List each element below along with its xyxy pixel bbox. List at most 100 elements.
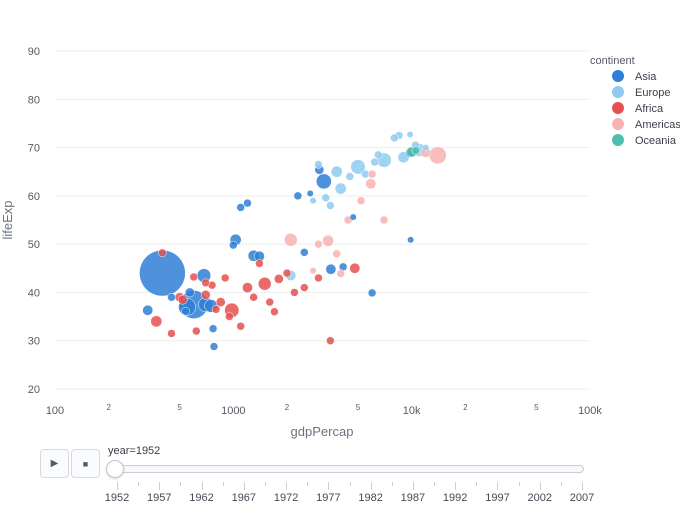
data-point-asia[interactable] (243, 198, 252, 208)
data-point-europe[interactable] (330, 165, 343, 178)
data-point-asia[interactable] (293, 191, 303, 201)
data-point-africa[interactable] (274, 274, 284, 284)
x-minor-tick-label: 5 (534, 403, 539, 412)
slider-tick-label[interactable]: 1952 (104, 492, 130, 504)
data-point-africa[interactable] (349, 262, 361, 274)
data-point-europe[interactable] (309, 197, 317, 205)
slider-minor-tick (180, 482, 182, 486)
data-point-asia[interactable] (181, 307, 190, 316)
data-point-africa[interactable] (200, 289, 211, 300)
data-point-americas[interactable] (356, 196, 366, 205)
data-point-asia[interactable] (306, 189, 314, 197)
data-point-africa[interactable] (242, 282, 253, 293)
slider-minor-tick (434, 482, 436, 486)
data-point-asia[interactable] (208, 324, 218, 333)
data-point-africa[interactable] (192, 326, 201, 336)
slider-tick-label[interactable]: 1962 (189, 492, 214, 504)
data-point-americas[interactable] (314, 239, 323, 249)
data-point-africa[interactable] (150, 315, 163, 328)
data-point-americas[interactable] (367, 169, 377, 179)
data-point-europe[interactable] (334, 182, 347, 195)
data-point-oceania[interactable] (411, 146, 421, 155)
data-point-africa[interactable] (211, 305, 221, 314)
data-point-africa[interactable] (282, 268, 292, 278)
data-point-africa[interactable] (290, 288, 299, 297)
legend-marker-africa[interactable] (612, 102, 624, 114)
data-point-africa[interactable] (177, 294, 188, 305)
data-point-africa[interactable] (249, 293, 258, 302)
data-point-americas[interactable] (365, 178, 377, 190)
data-point-asia[interactable] (229, 240, 238, 250)
data-point-africa[interactable] (158, 248, 167, 258)
data-point-asia[interactable] (407, 236, 415, 244)
data-point-africa[interactable] (300, 283, 309, 292)
data-point-asia[interactable] (167, 293, 176, 302)
stop-button[interactable]: ■ (71, 449, 100, 478)
data-point-europe[interactable] (374, 150, 383, 160)
slider-tick-label[interactable]: 1957 (147, 492, 172, 504)
slider-tick-label[interactable]: 1977 (316, 492, 341, 504)
legend-marker-oceania[interactable] (612, 134, 624, 146)
data-point-africa[interactable] (167, 329, 176, 338)
data-point-europe[interactable] (345, 172, 355, 181)
slider-tick-label[interactable]: 1972 (273, 492, 299, 504)
data-point-americas[interactable] (309, 267, 317, 275)
slider-tick-label[interactable]: 1982 (358, 492, 383, 504)
slider-tick-label[interactable]: 1997 (485, 492, 510, 504)
data-point-africa[interactable] (326, 336, 335, 345)
data-point-americas[interactable] (428, 146, 447, 165)
legend-marker-asia[interactable] (612, 70, 624, 82)
slider-minor-tick (138, 482, 140, 486)
data-point-europe[interactable] (350, 159, 366, 175)
data-point-europe[interactable] (326, 201, 335, 210)
year-slider-handle[interactable] (106, 460, 124, 478)
slider-tick-label[interactable]: 2007 (569, 492, 595, 504)
play-button[interactable]: ▶ (40, 449, 69, 478)
data-point-asia[interactable] (209, 342, 219, 351)
data-point-asia[interactable] (184, 287, 195, 298)
data-point-africa[interactable] (257, 276, 272, 291)
data-point-asia[interactable] (300, 248, 309, 257)
data-point-africa[interactable] (215, 297, 226, 307)
data-point-africa[interactable] (255, 259, 264, 268)
data-point-asia[interactable] (367, 288, 377, 298)
data-point-asia[interactable] (236, 203, 245, 212)
slider-minor-tick (349, 482, 351, 486)
slider-tick (582, 482, 583, 490)
data-point-europe[interactable] (406, 131, 414, 139)
data-point-africa[interactable] (189, 272, 199, 282)
data-point-africa[interactable] (270, 307, 279, 316)
data-point-africa[interactable] (265, 297, 274, 307)
slider-tick (497, 482, 499, 490)
data-point-africa[interactable] (236, 321, 245, 331)
slider-tick-label[interactable]: 1992 (442, 492, 468, 504)
data-point-europe[interactable] (422, 144, 430, 152)
data-point-asia[interactable] (349, 213, 357, 221)
slider-tick-label[interactable]: 1987 (400, 492, 426, 504)
data-point-americas[interactable] (284, 233, 298, 247)
x-minor-tick-label: 2 (106, 403, 111, 412)
y-tick-label: 30 (28, 336, 40, 348)
data-point-europe[interactable] (370, 157, 379, 167)
data-point-americas[interactable] (336, 269, 345, 278)
legend-marker-americas[interactable] (612, 118, 624, 130)
data-point-europe[interactable] (390, 133, 399, 143)
data-point-africa[interactable] (201, 278, 210, 288)
data-point-americas[interactable] (332, 249, 341, 259)
legend-marker-europe[interactable] (612, 86, 624, 98)
data-point-americas[interactable] (379, 215, 389, 225)
data-point-europe[interactable] (314, 160, 323, 169)
data-point-africa[interactable] (220, 273, 230, 283)
data-point-africa[interactable] (225, 312, 234, 321)
data-point-europe[interactable] (321, 193, 331, 203)
data-point-asia[interactable] (325, 263, 337, 275)
data-point-asia[interactable] (142, 304, 154, 316)
slider-tick-label[interactable]: 2002 (527, 492, 552, 504)
data-point-americas[interactable] (322, 234, 334, 247)
y-tick-label: 50 (28, 239, 40, 251)
x-tick-label: 100 (46, 405, 64, 417)
data-point-africa[interactable] (314, 273, 323, 283)
data-point-asia[interactable] (315, 173, 332, 190)
slider-tick-label[interactable]: 1967 (231, 492, 257, 504)
legend-title: continent (590, 55, 635, 67)
